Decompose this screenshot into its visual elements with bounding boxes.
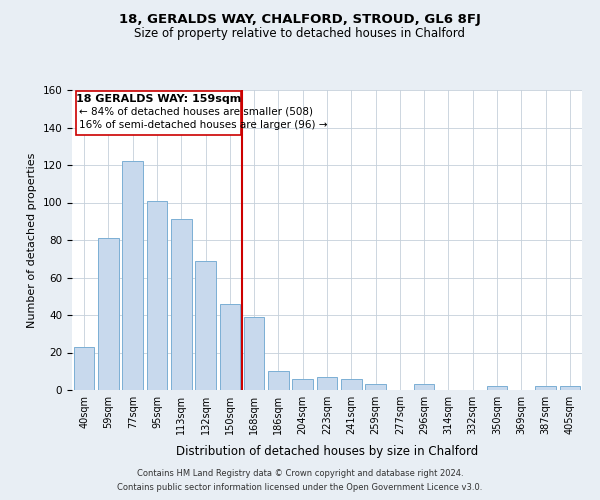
X-axis label: Distribution of detached houses by size in Chalford: Distribution of detached houses by size …	[176, 446, 478, 458]
Bar	[414, 384, 434, 390]
Bar	[220, 304, 240, 390]
Bar	[98, 238, 119, 390]
Text: Contains public sector information licensed under the Open Government Licence v3: Contains public sector information licen…	[118, 484, 482, 492]
Bar	[122, 161, 143, 390]
Bar	[292, 379, 313, 390]
Text: 18, GERALDS WAY, CHALFORD, STROUD, GL6 8FJ: 18, GERALDS WAY, CHALFORD, STROUD, GL6 8…	[119, 12, 481, 26]
Bar	[560, 386, 580, 390]
Text: Size of property relative to detached houses in Chalford: Size of property relative to detached ho…	[134, 28, 466, 40]
Text: Contains HM Land Registry data © Crown copyright and database right 2024.: Contains HM Land Registry data © Crown c…	[137, 468, 463, 477]
Bar	[244, 317, 265, 390]
Bar	[74, 347, 94, 390]
Bar	[195, 260, 216, 390]
Bar	[268, 371, 289, 390]
Bar	[487, 386, 508, 390]
Text: ← 84% of detached houses are smaller (508): ← 84% of detached houses are smaller (50…	[79, 107, 313, 117]
Text: 16% of semi-detached houses are larger (96) →: 16% of semi-detached houses are larger (…	[79, 120, 328, 130]
Bar	[365, 384, 386, 390]
Bar	[535, 386, 556, 390]
Bar	[341, 379, 362, 390]
Bar	[317, 377, 337, 390]
Bar	[171, 220, 191, 390]
Bar	[146, 200, 167, 390]
FancyBboxPatch shape	[76, 91, 241, 135]
Y-axis label: Number of detached properties: Number of detached properties	[27, 152, 37, 328]
Text: 18 GERALDS WAY: 159sqm: 18 GERALDS WAY: 159sqm	[76, 94, 241, 104]
